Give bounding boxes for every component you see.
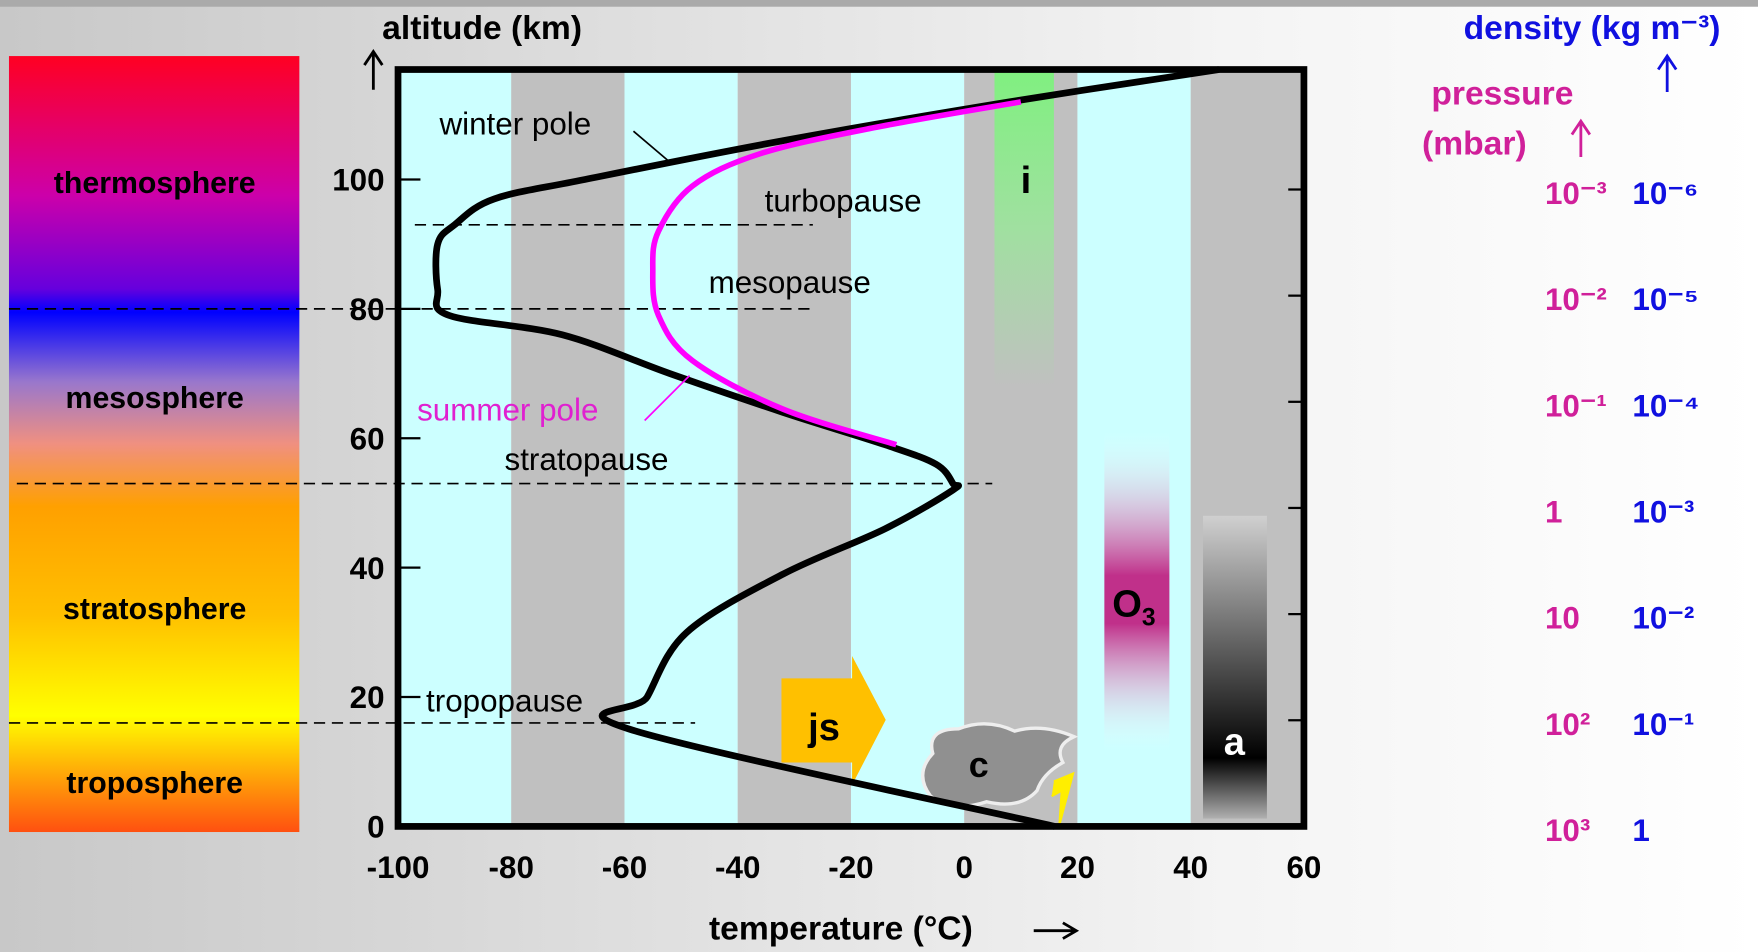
layer-label: troposphere <box>66 767 243 800</box>
x-tick-label: -40 <box>715 850 760 885</box>
density-arrow <box>1657 53 1678 92</box>
x-tick-label: -100 <box>367 850 430 885</box>
density-title: density (kg m⁻³) <box>1464 10 1721 47</box>
y-tick-label: 20 <box>350 680 385 715</box>
density-label: 10⁻⁴ <box>1632 388 1699 423</box>
x-tick-label: 40 <box>1173 850 1208 885</box>
boundary-label: turbopause <box>765 183 922 218</box>
ice-label: i <box>1021 159 1032 202</box>
pressure-label: 10⁻³ <box>1545 176 1607 211</box>
layer-label: mesosphere <box>66 382 244 415</box>
aerosol-label: a <box>1224 721 1246 764</box>
cloud-label: c <box>969 745 989 785</box>
density-label: 10⁻¹ <box>1632 707 1694 742</box>
x-tick-label: 20 <box>1060 850 1095 885</box>
series-line <box>649 99 1022 448</box>
ozone-subscript: 3 <box>1142 605 1156 632</box>
y-tick-label: 60 <box>350 421 385 456</box>
top-bar <box>0 0 1758 7</box>
ice-band <box>994 69 1054 387</box>
x-tick-label: -60 <box>602 850 647 885</box>
density-label: 1 <box>1632 813 1649 848</box>
ozone-label: O <box>1112 583 1142 626</box>
cloud <box>921 722 1079 808</box>
x-tick-label: 0 <box>955 850 972 885</box>
boundary-label: mesopause <box>709 265 871 300</box>
y-tick-label: 0 <box>367 810 384 845</box>
density-label: 10⁻² <box>1632 601 1694 636</box>
pressure-label: 1 <box>1545 495 1562 530</box>
series-line <box>432 66 1220 830</box>
layer-label: stratosphere <box>63 593 246 626</box>
jet-stream-arrow <box>781 655 886 785</box>
plot-area: i O3 a js c <box>398 69 1304 827</box>
x-axis-title: temperature (°C) <box>709 911 973 948</box>
pressure-label: 10 <box>1545 601 1580 636</box>
series-label: winter pole <box>439 107 592 142</box>
density-label: 10⁻⁶ <box>1632 176 1698 211</box>
density-label: 10⁻³ <box>1632 495 1694 530</box>
y-tick-label: 100 <box>332 163 384 198</box>
density-label: 10⁻⁵ <box>1632 282 1698 317</box>
pressure-label: 10³ <box>1545 813 1590 848</box>
pressure-title: (mbar) <box>1422 126 1527 163</box>
y-axis-title: altitude (km) <box>382 10 582 47</box>
pressure-label: 10⁻² <box>1545 282 1607 317</box>
boundary-label: stratopause <box>505 442 669 477</box>
leader-line <box>632 130 672 164</box>
leader-line <box>644 375 691 422</box>
series-label: summer pole <box>417 392 598 427</box>
pressure-label: 10² <box>1545 707 1590 742</box>
y-arrow <box>363 49 384 90</box>
jet-stream-label: js <box>807 706 840 749</box>
pressure-label: 10⁻¹ <box>1545 388 1607 423</box>
y-tick-label: 80 <box>350 292 385 327</box>
x-tick-label: 60 <box>1286 850 1321 885</box>
boundary-label: tropopause <box>426 684 583 719</box>
layer-label: thermosphere <box>54 167 256 200</box>
y-tick-label: 40 <box>350 551 385 586</box>
ozone-band <box>1104 431 1170 752</box>
x-arrow <box>1033 921 1080 940</box>
x-tick-label: -20 <box>828 850 873 885</box>
ozone-label: O3 <box>1112 583 1155 632</box>
pressure-title: pressure <box>1431 75 1573 112</box>
pressure-arrow <box>1570 118 1591 157</box>
layer-band <box>8 56 300 833</box>
aerosol-band <box>1203 515 1267 819</box>
stripe <box>398 69 512 827</box>
stripe <box>511 69 625 827</box>
x-tick-label: -80 <box>489 850 534 885</box>
